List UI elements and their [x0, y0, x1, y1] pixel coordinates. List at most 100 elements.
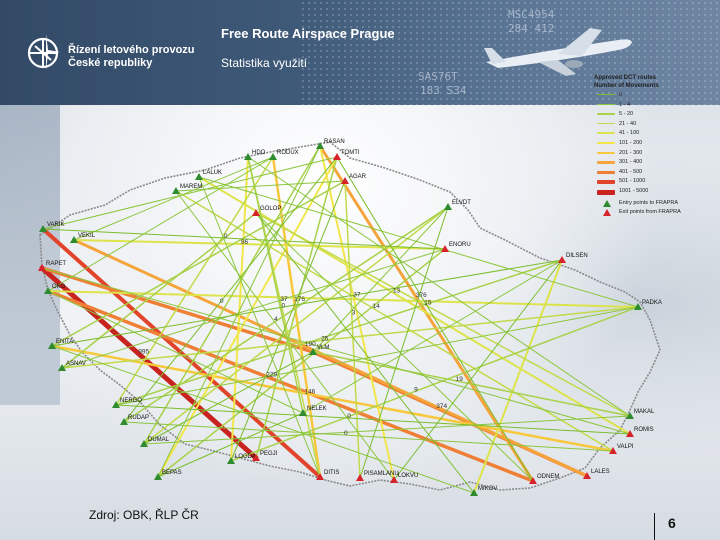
- legend-exit-point: Exit points from FRAPRA: [594, 208, 718, 217]
- entry-point-vlm: [309, 348, 317, 355]
- route-line-nergo-padka: [115, 306, 639, 406]
- organization-name: Řízení letového provozu České republiky: [68, 44, 195, 70]
- route-count-label: 146: [304, 388, 315, 395]
- route-count-label: 176: [294, 296, 305, 303]
- waypoint-label-rudap: RUDAP: [128, 415, 149, 421]
- waypoint-label-valpi: VALPI: [617, 444, 634, 450]
- waypoint-label-vekil: VEKIL: [78, 233, 96, 239]
- waypoint-label-laluk: LALUK: [203, 170, 222, 176]
- route-count-label: 0: [282, 302, 286, 309]
- exit-point-lokvu: [390, 476, 398, 483]
- route-count-label: 19: [456, 376, 464, 383]
- route-count-label: 995: [138, 349, 149, 356]
- slide-subtitle: Statistika využití: [221, 56, 308, 70]
- route-line-rodux-nergo: [115, 156, 274, 406]
- legend-label: 1001 - 5000: [619, 188, 649, 194]
- legend-swatch: [597, 190, 615, 195]
- entry-point-padka: [634, 303, 642, 310]
- page-number: 6: [668, 515, 676, 531]
- waypoint-label-mikov: MIKOV: [478, 486, 497, 492]
- waypoint-label-rasan: RASAN: [324, 139, 345, 145]
- entry-point-okg: [44, 287, 52, 294]
- waypoint-label-odnem: ODNEM: [537, 474, 559, 480]
- route-line-dumal-makal: [143, 415, 631, 445]
- route-line-okg-nelek: [47, 290, 304, 414]
- legend-title: Approved DCT routes: [594, 75, 657, 81]
- waypoint-label-elvdt: ELVDT: [452, 200, 471, 206]
- entry-point-asnav: [58, 364, 66, 371]
- route-line-agar-logda: [230, 180, 346, 462]
- exit-point-golop: [252, 209, 260, 216]
- waypoint-label-enoru: ENORU: [449, 242, 471, 248]
- waypoint-label-hdo: HDO: [252, 150, 266, 156]
- route-count-label: 229: [266, 372, 277, 379]
- route-line-rodux-ditis: [271, 155, 322, 479]
- exit-point-tomti: [333, 153, 341, 160]
- exit-point-romis: [626, 430, 634, 437]
- waypoint-label-rodux: RODUX: [277, 150, 299, 156]
- waypoint-label-enita: ENITA: [56, 339, 73, 345]
- route-line-laluk-ditis: [198, 176, 321, 478]
- waypoint-label-lokvu: LOKVU: [398, 473, 418, 479]
- route-count-label: 25: [321, 336, 329, 343]
- route-line-nelek-dilsen: [302, 259, 563, 414]
- legend-label: 21 - 40: [619, 120, 637, 127]
- legend-entry: 0: [594, 91, 718, 100]
- atc-label: 183 S34: [420, 84, 467, 97]
- map-legend: Approved DCT routes Number of Movements …: [594, 74, 718, 260]
- legend-entry: 21 - 40: [594, 120, 718, 129]
- route-line-pegji-tomti: [255, 156, 338, 459]
- route-line-rudap-tomti: [123, 156, 338, 423]
- waypoint-label-makal: MAKAL: [634, 409, 655, 415]
- route-line-vekil-enoru: [73, 239, 446, 250]
- route-line-lokvu-dilsen: [393, 259, 563, 481]
- legend-entry: 1001 - 5000: [594, 187, 718, 196]
- waypoint-label-pegji: PEGJI: [260, 451, 278, 457]
- route-line-rasan-lokvu: [319, 145, 395, 481]
- legend-label: 101 - 200: [619, 140, 643, 146]
- entry-point-laluk: [195, 173, 203, 180]
- legend-swatch: [597, 161, 615, 165]
- route-line-pisam-elvdt: [359, 206, 449, 479]
- exit-point-dilsen: [558, 256, 566, 263]
- route-count-label: 0: [224, 233, 228, 240]
- waypoint-label-logda: LOGDA: [235, 454, 256, 460]
- atc-label: SAS76T: [418, 70, 458, 83]
- waypoint-label-vlm: VLM: [317, 345, 329, 351]
- entry-point-makal: [626, 412, 634, 419]
- legend-label: 201 - 300: [619, 149, 643, 156]
- waypoint-label-dumal: DUMAL: [148, 437, 170, 443]
- airplane-icon: [484, 28, 632, 76]
- entry-point-varik: [39, 225, 47, 232]
- route-line-enita-dilsen: [51, 259, 563, 347]
- route-line-vlm-makal: [312, 351, 631, 417]
- waypoint-label-bepas: BEPAS: [162, 470, 182, 476]
- route-line-bepas-enoru: [157, 248, 446, 478]
- route-count-label: 374: [436, 403, 447, 410]
- waypoint-label-lales: LALES: [591, 469, 610, 475]
- entry-point-vekil: [70, 236, 78, 243]
- exit-point-enoru: [441, 245, 449, 252]
- legend-entry: 201 - 300: [594, 149, 718, 158]
- org-line-2: České republiky: [68, 57, 153, 69]
- legend-label: 0: [619, 92, 623, 98]
- entry-point-dumal: [140, 440, 148, 447]
- legend-entry: 5 - 20: [594, 110, 718, 119]
- waypoint-label-agar: AGAR: [349, 174, 367, 180]
- route-count-label: 4: [274, 316, 278, 323]
- entry-point-bepas: [154, 473, 162, 480]
- exit-point-valpi: [609, 447, 617, 454]
- legend-swatch: [597, 151, 615, 155]
- route-line-enita-mikov: [51, 345, 475, 494]
- legend-swatch: [597, 132, 615, 135]
- waypoint-label-nelek: NELEK: [307, 406, 327, 412]
- entry-point-rudap: [120, 418, 128, 425]
- entry-point-elvdt: [444, 203, 452, 210]
- entry-point-nelek: [299, 409, 307, 416]
- route-count-label: 9: [414, 387, 418, 394]
- page-number-divider: [654, 513, 655, 540]
- legend-label: 41 - 100: [619, 130, 640, 137]
- route-line-tomti-odnem: [336, 156, 534, 482]
- legend-label: 5 - 20: [619, 111, 634, 118]
